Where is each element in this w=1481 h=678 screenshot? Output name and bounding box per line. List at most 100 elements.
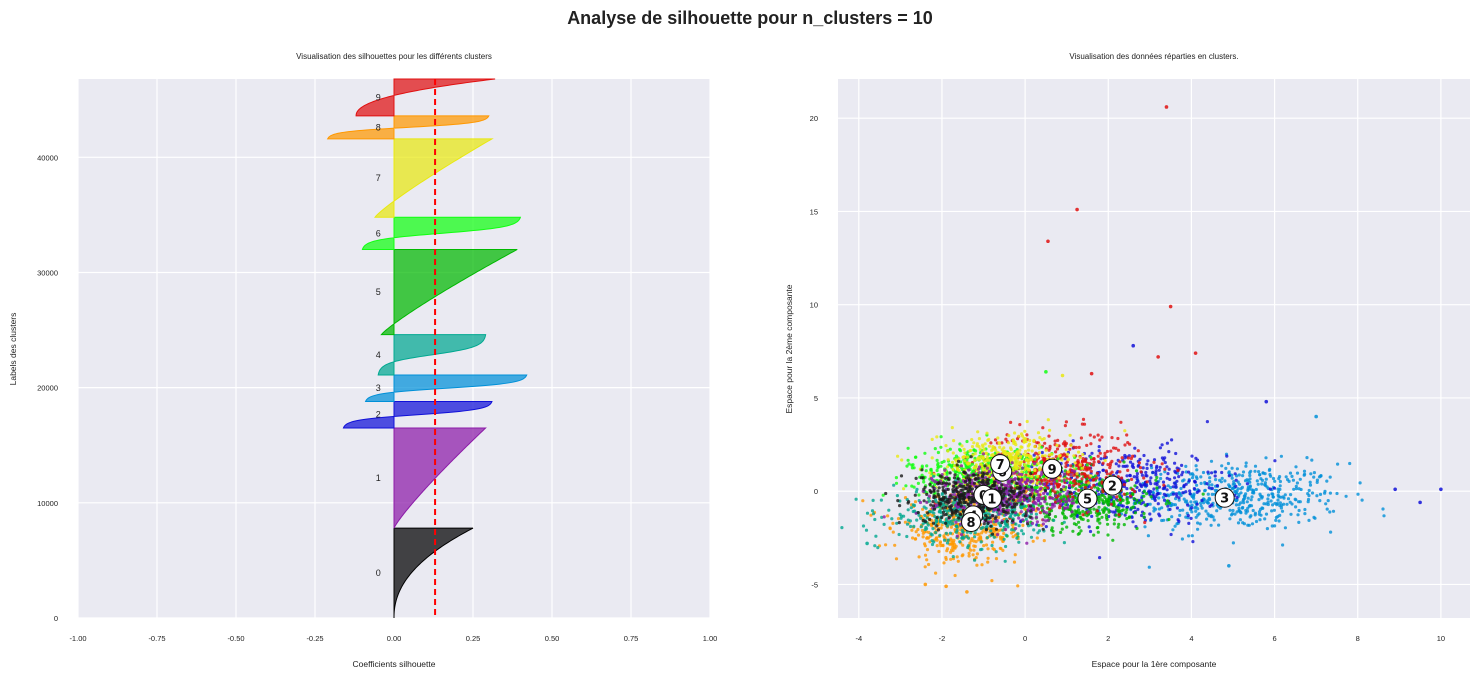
scatter-point (1080, 472, 1084, 476)
scatter-point (1035, 455, 1039, 459)
scatter-point (985, 457, 989, 461)
scatter-point (929, 490, 933, 494)
scatter-point (1074, 445, 1078, 450)
scatter-point (1043, 515, 1047, 519)
scatter-point (977, 445, 981, 449)
scatter-point (1231, 508, 1235, 513)
scatter-point (998, 504, 1002, 509)
scatter-point (944, 521, 948, 526)
scatter-point (1148, 479, 1152, 483)
scatter-point (1233, 512, 1237, 516)
scatter-point (911, 536, 915, 540)
scatter-point (989, 520, 993, 524)
scatter-point (947, 520, 951, 525)
scatter-point (1041, 522, 1045, 526)
scatter-point (1047, 448, 1051, 452)
scatter-point (960, 533, 964, 537)
scatter-point (1117, 506, 1121, 510)
scatter-point (1088, 466, 1092, 470)
scatter-point (1018, 466, 1022, 470)
scatter-point (1066, 458, 1070, 462)
scatter-point (1215, 509, 1219, 513)
scatter-point (959, 504, 963, 508)
scatter-point (1312, 515, 1316, 520)
scatter-point (1091, 478, 1095, 482)
scatter-point (940, 475, 944, 479)
scatter-point (1198, 522, 1202, 526)
scatter-point (923, 565, 927, 569)
scatter-point (1021, 523, 1025, 528)
scatter-point (1034, 512, 1038, 516)
scatter-point (951, 451, 955, 455)
scatter-point (991, 540, 995, 544)
scatter-point (944, 512, 948, 517)
scatter-point (1095, 514, 1099, 518)
scatter-point (896, 454, 900, 458)
scatter-point (882, 522, 886, 527)
scatter-point (992, 535, 996, 539)
scatter-point (1194, 456, 1198, 460)
scatter-point (1150, 466, 1154, 470)
scatter-point (1081, 517, 1085, 522)
scatter-point (934, 537, 938, 541)
scatter-point (952, 439, 956, 443)
scatter-point (1053, 490, 1057, 494)
scatter-point (906, 446, 910, 450)
scatter-point (1142, 494, 1146, 498)
scatter-point (1149, 517, 1153, 521)
scatter-point (960, 444, 964, 448)
scatter-point (1016, 477, 1020, 481)
scatter-point (908, 519, 913, 523)
scatter-point (986, 560, 990, 564)
scatter-point (1048, 492, 1052, 496)
scatter-point (1052, 484, 1056, 488)
scatter-point (1014, 533, 1018, 537)
scatter-point (1110, 470, 1114, 474)
scatter-point (1307, 494, 1311, 498)
scatter-point (928, 482, 932, 486)
scatter-point (1164, 494, 1168, 498)
scatter-point (998, 445, 1002, 449)
scatter-point (989, 441, 993, 445)
scatter-point (914, 530, 918, 534)
scatter-point (986, 521, 990, 526)
scatter-point (1190, 506, 1194, 510)
scatter-point (997, 521, 1001, 525)
scatter-point (939, 445, 943, 449)
silhouette-cluster-1 (393, 427, 487, 529)
scatter-point (1272, 508, 1276, 512)
scatter-point (1071, 529, 1075, 533)
scatter-point (1133, 501, 1137, 505)
scatter-point (935, 503, 939, 507)
centroid-label: 8 (967, 516, 976, 531)
scatter-point (913, 509, 917, 513)
silhouette-x-tick-label: -0.25 (306, 634, 323, 643)
scatter-point (1294, 465, 1298, 469)
scatter-point (1043, 500, 1047, 504)
scatter-point (1112, 522, 1116, 526)
scatter-point (1119, 420, 1123, 424)
scatter-point (984, 514, 988, 518)
silhouette-cluster-label: 4 (376, 350, 381, 360)
scatter-point (1070, 469, 1074, 473)
scatter-point (943, 496, 947, 500)
scatter-point (1078, 515, 1082, 519)
scatter-point (992, 480, 996, 484)
scatter-point (1064, 448, 1068, 452)
scatter-point (956, 509, 960, 514)
scatter-point (976, 430, 980, 434)
silhouette-cluster-0 (393, 527, 474, 619)
scatter-point (921, 522, 925, 526)
scatter-point (990, 453, 994, 457)
scatter-point (1209, 459, 1214, 463)
scatter-point (1142, 483, 1146, 487)
scatter-outlier-point (923, 582, 928, 587)
scatter-point (1023, 463, 1027, 467)
scatter-point (958, 495, 962, 499)
silhouette-x-axis-label: Coefficients silhouette (352, 659, 435, 669)
scatter-point (1104, 513, 1108, 517)
scatter-point (1285, 502, 1289, 506)
scatter-point (1116, 525, 1120, 529)
scatter-point (1231, 541, 1235, 545)
scatter-point (994, 515, 998, 519)
